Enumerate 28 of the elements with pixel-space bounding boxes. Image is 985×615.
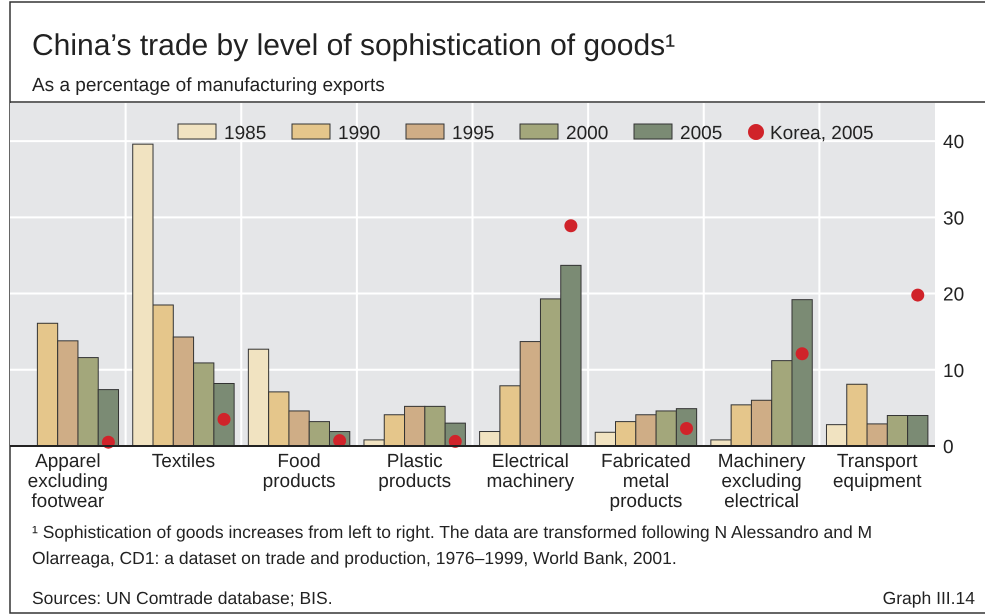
x-tick-label: Textiles (152, 451, 216, 472)
legend-label: 1995 (452, 123, 494, 144)
x-tick-label: Electrical machinery (486, 451, 575, 492)
point (911, 288, 924, 302)
y-tick-label: 10 (943, 360, 964, 382)
x-tick-label: Machinery excluding electrical (718, 451, 806, 512)
x-tick-label: Transport equipment (832, 451, 922, 492)
text: ¹ Sophistication of goods increases from left to right. The data are transformed following N Alessandro and M Olarreaga, CD1: a dataset on trade and production, 1976–1999, World Bank, 2001. (32, 522, 872, 568)
chart-title: China’s trade by level of sophistication of goods¹ (32, 29, 676, 62)
x-tick-label: Plastic products (378, 451, 452, 492)
text: Graph III.14 (882, 588, 976, 608)
point (218, 412, 231, 426)
chart-subtitle: As a percentage of manufacturing exports (32, 75, 385, 96)
x-tick-label: Apparel excluding footwear (28, 451, 108, 512)
x-tick-label: Fabricated metal products (601, 451, 691, 512)
legend-label: 1985 (224, 123, 266, 144)
y-tick-label: 20 (943, 284, 964, 306)
x-tick-label: Food products (262, 451, 336, 492)
legend-label: 2005 (680, 123, 722, 144)
legend-label: 1990 (338, 123, 380, 144)
y-tick-label: 40 (943, 132, 964, 154)
legend-label: 2000 (566, 123, 608, 144)
point (796, 347, 809, 360)
y-tick-label: 30 (943, 208, 964, 230)
y-tick-label: 0 (943, 437, 954, 458)
source-note: Sources: UN Comtrade database; BIS. (32, 588, 333, 608)
point (564, 219, 578, 232)
legend-label: Korea, 2005 (770, 123, 874, 144)
